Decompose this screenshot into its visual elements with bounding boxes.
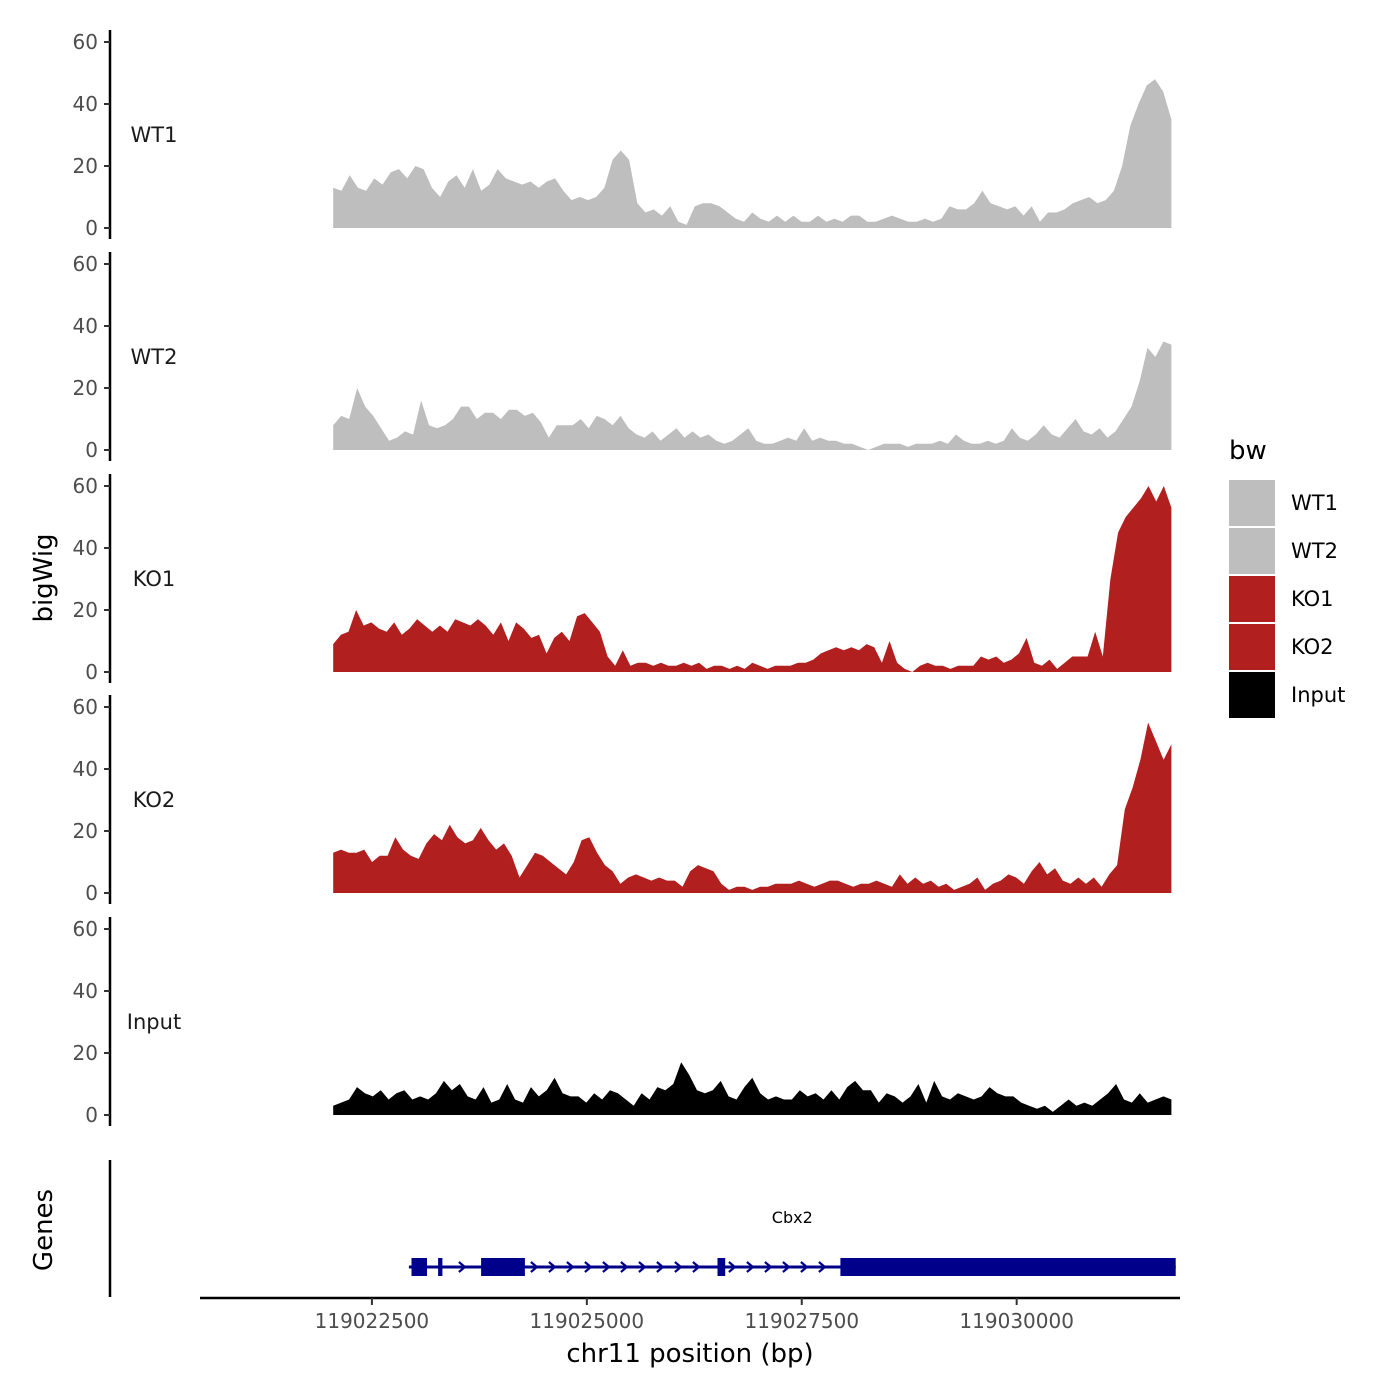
y-tick-label: 40 xyxy=(73,314,98,338)
legend-swatch xyxy=(1229,576,1275,622)
gene-track: Cbx2 xyxy=(108,1160,1176,1297)
legend: bw WT1 WT2 KO1 KO2 Input xyxy=(1229,436,1345,718)
x-axis: 119022500 119025000 119027500 119030000 xyxy=(200,1296,1180,1333)
strand-arrow-icon xyxy=(782,1261,791,1273)
strand-arrow-icon xyxy=(638,1261,647,1273)
y-tick-label: 0 xyxy=(85,1103,98,1127)
x-tick-label: 119027500 xyxy=(745,1309,860,1333)
y-tick-label: 60 xyxy=(73,695,98,719)
track-panels: 0 20 40 60 WT1 0 20 40 60 WT2 0 20 40 60 KO1 0 20 40 60 KO2… xyxy=(73,30,1172,1127)
track-panel-input: 0 20 40 60 Input xyxy=(73,917,1172,1127)
track-panel-wt2: 0 20 40 60 WT2 xyxy=(73,252,1172,462)
strand-arrow-icon xyxy=(566,1261,575,1273)
legend-swatch xyxy=(1229,480,1275,526)
strand-arrow-icon xyxy=(746,1261,755,1273)
gene-exon xyxy=(411,1258,427,1276)
legend-label: WT2 xyxy=(1291,539,1338,563)
track-label: KO1 xyxy=(133,567,176,591)
y-tick-label: 20 xyxy=(73,1041,98,1065)
y-tick-label: 60 xyxy=(73,474,98,498)
legend-label: WT1 xyxy=(1291,491,1338,515)
legend-entry-wt2: WT2 xyxy=(1229,528,1338,574)
y-tick-label: 0 xyxy=(85,881,98,905)
track-panel-wt1: 0 20 40 60 WT1 xyxy=(73,30,1172,240)
legend-label: KO2 xyxy=(1291,635,1334,659)
track-label: Input xyxy=(127,1010,181,1034)
signal-area-ko2 xyxy=(333,722,1172,893)
legend-entry-ko2: KO2 xyxy=(1229,624,1334,670)
legend-swatch xyxy=(1229,672,1275,718)
legend-label: Input xyxy=(1291,683,1345,707)
x-tick-label: 119022500 xyxy=(315,1309,430,1333)
gene-exon xyxy=(481,1258,525,1276)
gene-exon xyxy=(438,1258,443,1276)
strand-arrow-icon xyxy=(548,1261,557,1273)
gene-name-label: Cbx2 xyxy=(772,1208,813,1227)
y-tick-label: 20 xyxy=(73,154,98,178)
y-tick-label: 20 xyxy=(73,376,98,400)
genes-axis-title: Genes xyxy=(29,1189,59,1271)
strand-arrow-icon xyxy=(584,1261,593,1273)
track-label: WT1 xyxy=(131,123,178,147)
strand-arrow-icon xyxy=(728,1261,737,1273)
y-tick-label: 0 xyxy=(85,216,98,240)
x-tick-label: 119025000 xyxy=(530,1309,645,1333)
track-label: WT2 xyxy=(131,345,178,369)
legend-label: KO1 xyxy=(1291,587,1334,611)
legend-swatch xyxy=(1229,528,1275,574)
x-tick-label: 119030000 xyxy=(959,1309,1074,1333)
track-panel-ko2: 0 20 40 60 KO2 xyxy=(73,695,1172,905)
gene-exon xyxy=(840,1258,1176,1276)
y-tick-label: 60 xyxy=(73,917,98,941)
y-tick-label: 0 xyxy=(85,438,98,462)
y-axis-title: bigWig xyxy=(29,533,59,622)
legend-entry-ko1: KO1 xyxy=(1229,576,1334,622)
y-tick-label: 40 xyxy=(73,536,98,560)
x-axis-title: chr11 position (bp) xyxy=(566,1339,813,1369)
legend-swatch xyxy=(1229,624,1275,670)
signal-area-wt1 xyxy=(333,79,1172,228)
y-tick-label: 0 xyxy=(85,660,98,684)
strand-arrow-icon xyxy=(692,1261,701,1273)
legend-entry-wt1: WT1 xyxy=(1229,480,1338,526)
legend-entry-input: Input xyxy=(1229,672,1345,718)
strand-arrow-icon xyxy=(800,1261,809,1273)
y-tick-label: 60 xyxy=(73,252,98,276)
y-tick-label: 20 xyxy=(73,598,98,622)
strand-arrow-icon xyxy=(530,1261,539,1273)
strand-arrow-icon xyxy=(656,1261,665,1273)
strand-arrow-icon xyxy=(764,1261,773,1273)
strand-arrow-icon xyxy=(602,1261,611,1273)
y-tick-label: 40 xyxy=(73,92,98,116)
signal-area-wt2 xyxy=(333,341,1172,450)
track-label: KO2 xyxy=(133,788,176,812)
gene-exon xyxy=(717,1258,726,1276)
strand-arrow-icon xyxy=(458,1261,467,1273)
signal-area-ko1 xyxy=(333,486,1172,672)
y-tick-label: 60 xyxy=(73,30,98,54)
legend-title: bw xyxy=(1229,436,1267,466)
strand-arrow-icon xyxy=(620,1261,629,1273)
y-tick-label: 40 xyxy=(73,757,98,781)
y-tick-label: 20 xyxy=(73,819,98,843)
strand-arrow-icon xyxy=(818,1261,827,1273)
y-tick-label: 40 xyxy=(73,979,98,1003)
track-panel-ko1: 0 20 40 60 KO1 xyxy=(73,474,1172,684)
signal-area-input xyxy=(333,1062,1172,1115)
strand-arrow-icon xyxy=(674,1261,683,1273)
